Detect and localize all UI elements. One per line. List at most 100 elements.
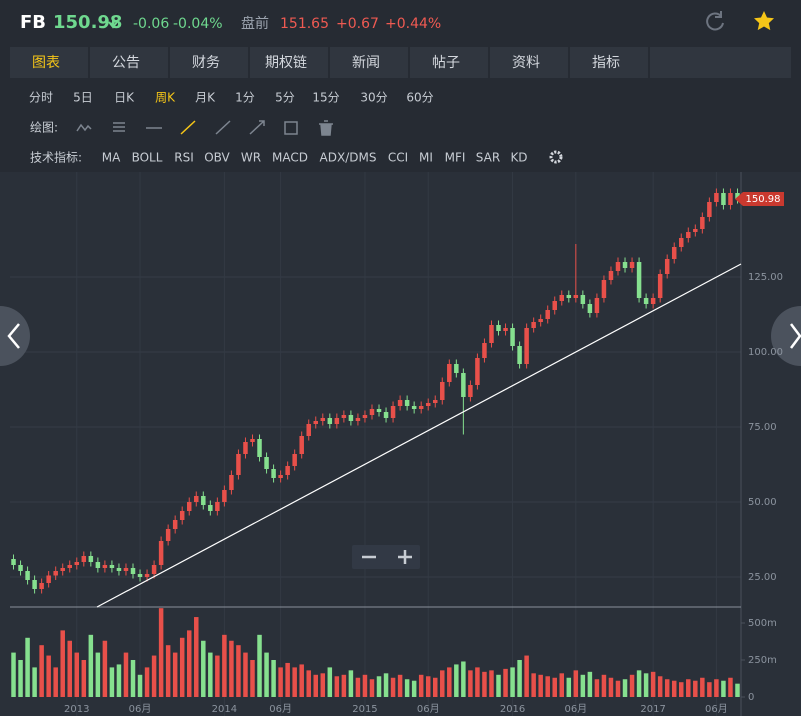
volume-bar <box>369 679 375 697</box>
period[interactable]: 月K <box>195 91 216 105</box>
volume-bar <box>186 630 192 697</box>
volume-bar <box>39 645 44 697</box>
refresh-button[interactable] <box>706 11 724 31</box>
tool-line[interactable] <box>180 120 196 135</box>
period[interactable]: 60分 <box>406 91 433 105</box>
volume-bar <box>573 670 579 697</box>
tab[interactable]: 资料 <box>512 55 540 71</box>
candle-body <box>531 322 536 328</box>
tab[interactable]: 指标 <box>592 55 620 71</box>
period[interactable]: 5分 <box>275 91 295 105</box>
candle-body <box>721 193 726 205</box>
indicator[interactable]: KD <box>510 151 527 165</box>
indicator[interactable]: BOLL <box>132 151 163 165</box>
volume-bar <box>390 677 396 697</box>
volume-bar <box>432 677 438 697</box>
tool-ray[interactable] <box>215 120 231 135</box>
period[interactable]: 日K <box>114 91 135 105</box>
tab-bg <box>410 47 488 78</box>
candle-body <box>573 295 579 298</box>
zoom-buttons[interactable] <box>362 550 412 564</box>
volume-bar <box>222 634 227 697</box>
period[interactable]: 周K <box>155 91 176 105</box>
candle-body <box>432 400 438 403</box>
candle-body <box>313 421 319 424</box>
volume-bar <box>137 674 143 697</box>
volume-bar <box>313 674 319 697</box>
candle-body <box>397 400 403 406</box>
volume-bar <box>461 661 466 697</box>
settings-gear[interactable] <box>549 150 563 164</box>
indicator-bar: MA BOLL RSI OBV WR MACD ADX/DMS CCI MI MFI SAR KD <box>102 151 528 165</box>
candle-body <box>418 406 424 409</box>
candle-body <box>222 490 227 502</box>
candle-body <box>700 217 705 229</box>
indicator[interactable]: OBV <box>204 151 230 165</box>
tab[interactable]: 图表 <box>32 55 60 71</box>
volume-bar <box>622 679 628 697</box>
candle-body <box>622 262 628 268</box>
volume-bar <box>25 637 30 697</box>
tab[interactable]: 帖子 <box>432 55 460 71</box>
volume-tick-label: 0 <box>748 692 754 703</box>
candle-body <box>299 436 304 454</box>
candle-body <box>151 565 157 574</box>
candle-body <box>285 466 290 475</box>
candle-body <box>679 238 684 247</box>
volume-bar <box>11 652 16 697</box>
volume-bar <box>320 673 326 697</box>
indicator[interactable]: ADX/DMS <box>320 151 377 165</box>
indicator[interactable]: WR <box>241 151 261 165</box>
period[interactable]: 30分 <box>360 91 387 105</box>
nav-right[interactable] <box>771 306 801 366</box>
tab[interactable]: 公告 <box>112 55 140 71</box>
volume-bar <box>404 679 410 697</box>
volume-bar <box>278 667 283 697</box>
x-tick-label: 2016 <box>500 704 525 715</box>
premarket-price: 151.65 <box>280 16 329 32</box>
indicator[interactable]: SAR <box>476 151 500 165</box>
volume-bar <box>215 655 220 697</box>
volume-bar <box>151 655 157 697</box>
volume-bar <box>664 679 670 697</box>
candle-body <box>671 247 677 259</box>
indicator[interactable]: MI <box>419 151 433 165</box>
tool-arrow[interactable] <box>249 120 265 135</box>
tool-fib[interactable] <box>113 122 125 132</box>
candle-body <box>657 274 663 298</box>
x-tick-label: 06月 <box>564 703 587 715</box>
indicator[interactable]: MACD <box>272 151 308 165</box>
candle-body <box>165 529 171 541</box>
tool-rect[interactable] <box>284 121 298 135</box>
indicator[interactable]: RSI <box>174 151 194 165</box>
candle-body <box>440 382 445 400</box>
period[interactable]: 分时 <box>29 91 53 105</box>
candle-body <box>566 295 572 298</box>
candle-body <box>728 193 733 205</box>
tab-bg <box>10 47 88 78</box>
volume-bar <box>250 659 255 697</box>
period[interactable]: 1分 <box>235 91 255 105</box>
nav-left[interactable] <box>0 306 30 366</box>
indicator[interactable]: MFI <box>445 151 466 165</box>
period[interactable]: 5日 <box>73 91 93 105</box>
candle-body <box>735 193 740 200</box>
volume-bar <box>355 677 361 697</box>
tab[interactable]: 财务 <box>192 55 220 71</box>
tab[interactable]: 期权链 <box>265 55 307 71</box>
indicator[interactable]: CCI <box>388 151 408 165</box>
volume-bar <box>179 637 185 697</box>
chart-background <box>0 172 801 716</box>
tool-delete[interactable] <box>319 120 333 136</box>
tool-polyline[interactable] <box>76 123 92 132</box>
tab[interactable]: 新闻 <box>352 55 380 71</box>
tab-bg <box>650 47 791 78</box>
candle-body <box>320 418 326 421</box>
favorite-star[interactable] <box>754 11 774 31</box>
indicator[interactable]: MA <box>102 151 121 165</box>
period[interactable]: 15分 <box>312 91 339 105</box>
change: -0.06 <box>133 16 169 32</box>
candle-body <box>510 328 515 346</box>
volume-bar <box>608 677 614 697</box>
